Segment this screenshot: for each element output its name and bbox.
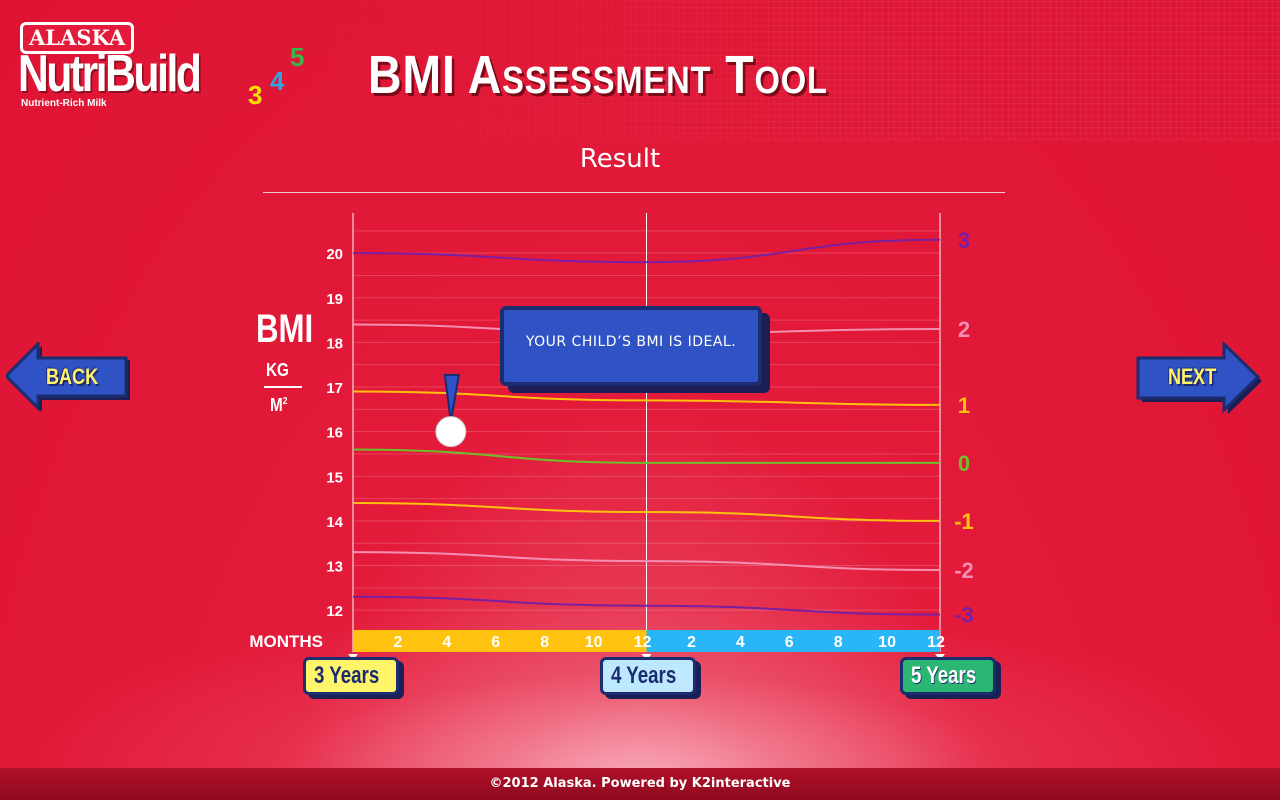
result-message: YOUR CHILD’S BMI IS IDEAL. [525,334,737,350]
y-tick-label: 15 [326,469,343,486]
tooltip-pointer [443,374,461,422]
footer: ©2012 Alaska. Powered by K2interactive [0,768,1280,800]
series-line-1 [352,390,941,406]
header-background [0,0,1280,140]
year-badge-4[interactable]: 4 Years [600,657,696,695]
x-tick-label: 10 [585,634,603,651]
series-label-2: 2 [958,317,970,342]
next-button-label: NEXT [1168,364,1217,389]
series-label-3: 3 [958,228,970,253]
result-title: Result [579,144,661,174]
back-button-label: BACK [46,364,99,389]
y-tick-label: 16 [326,425,343,442]
back-arrow-icon [6,342,130,412]
brand-name: NutriBuild [18,45,202,103]
series-label-0: 0 [958,451,970,476]
child-bmi-point [435,416,467,448]
y-tick-label: 17 [326,380,343,397]
x-tick-label: 6 [491,634,500,651]
series-label--2: -2 [954,558,974,583]
brand-number-5: 5 [290,42,305,72]
next-arrow-icon [1136,342,1262,414]
x-tick-label: 2 [687,634,696,651]
x-tick-label: 12 [927,634,945,651]
y-tick-label: 20 [326,246,343,263]
series-label-1: 1 [958,393,970,418]
bmi-chart: BMI KG M2 12 13 14 15 16 17 18 19 20 3 2 1 0 -1 -2 -3 MO… [249,205,996,695]
series-label--1: -1 [954,509,974,534]
y-axis-unit-kg: KG [266,360,289,380]
back-button[interactable]: BACK [6,342,132,414]
next-button[interactable]: NEXT [1136,342,1262,414]
series-label--3: -3 [954,603,974,628]
year-badge-5[interactable]: 5 Years [900,657,996,695]
brand-tagline: Nutrient-Rich Milk [21,98,107,109]
series-line--1 [352,502,941,522]
series-line-3 [352,238,941,264]
y-tick-label: 14 [326,514,343,531]
series-line--3 [352,595,941,616]
months-strip-year3 [353,630,647,652]
series-line-0 [352,448,940,464]
y-tick-label: 18 [326,335,343,352]
result-tooltip: YOUR CHILD’S BMI IS IDEAL. [500,306,762,386]
y-axis-title: BMI [256,307,314,351]
x-tick-label: 8 [540,634,549,651]
y-axis-unit-m2: M2 [270,395,288,415]
brand-logo: ALASKA NutriBuild 3 4 5 Nutrient-Rich Mi… [18,22,318,112]
months-axis-label: MONTHS [249,632,323,651]
result-divider [263,192,1005,193]
months-strip-year4 [646,630,940,652]
y-tick-label: 19 [326,291,343,308]
x-tick-label: 8 [834,634,843,651]
unit-fraction-bar [264,386,302,388]
x-tick-label: 2 [393,634,402,651]
x-tick-label: 12 [634,634,652,651]
y-tick-label: 13 [326,559,343,576]
x-tick-label: 4 [442,634,451,651]
y-tick-label: 12 [326,603,343,620]
brand-number-4: 4 [270,66,285,96]
x-tick-label: 10 [878,634,896,651]
brand-number-3: 3 [248,80,263,110]
x-tick-label: 6 [785,634,794,651]
x-tick-label: 4 [736,634,745,651]
year-badge-3[interactable]: 3 Years [303,657,399,695]
page-title: BMI Assessment Tool [368,45,828,105]
brand-badge: ALASKA [20,22,135,54]
series-line--2 [352,551,941,571]
